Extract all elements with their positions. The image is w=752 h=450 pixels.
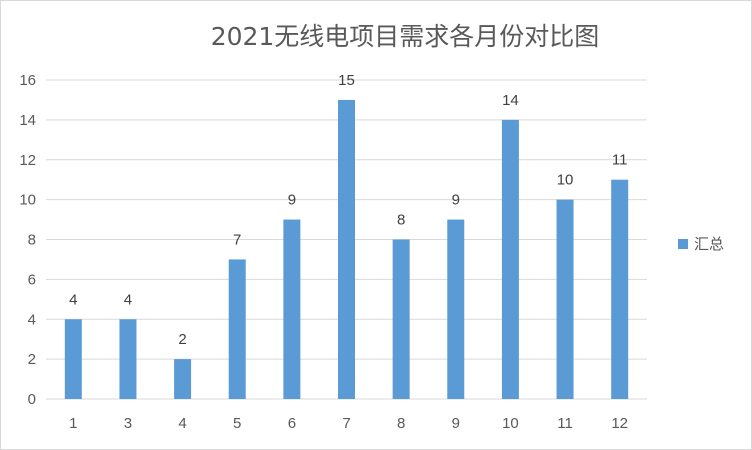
y-axis-ticks: 0 2 4 6 8 10 12 14 16 <box>19 72 36 408</box>
data-label-5: 7 <box>233 231 241 248</box>
data-label-1: 4 <box>69 291 77 308</box>
x-axis-ticks: 1 3 4 5 6 7 8 9 10 11 12 <box>69 415 628 432</box>
data-label-7: 15 <box>338 72 355 89</box>
data-label-10: 14 <box>502 92 519 109</box>
x-tick-label-4: 4 <box>178 415 186 432</box>
y-tick-label-12: 12 <box>19 152 36 169</box>
data-label-8: 8 <box>397 212 405 229</box>
data-labels: 4 4 2 7 9 15 8 9 14 10 11 <box>69 72 627 348</box>
bar-7 <box>338 99 355 399</box>
bar-3 <box>119 319 137 399</box>
data-label-9: 9 <box>452 192 460 209</box>
bar-10 <box>501 119 519 399</box>
x-tick-label-1: 1 <box>69 415 77 432</box>
bar-9 <box>447 219 465 399</box>
bars <box>64 99 629 399</box>
legend: 汇总 <box>678 235 724 253</box>
y-tick-label-10: 10 <box>19 192 36 209</box>
bar-5 <box>228 259 246 399</box>
y-tick-label-6: 6 <box>28 271 36 288</box>
legend-swatch-汇总 <box>678 239 688 249</box>
x-tick-label-7: 7 <box>342 415 350 432</box>
x-tick-label-12: 12 <box>611 415 628 432</box>
bar-8 <box>392 239 410 399</box>
x-tick-label-6: 6 <box>288 415 296 432</box>
y-tick-label-16: 16 <box>19 72 36 89</box>
x-tick-label-8: 8 <box>397 415 405 432</box>
x-tick-label-9: 9 <box>452 415 460 432</box>
bar-1 <box>64 319 82 399</box>
x-tick-label-3: 3 <box>124 415 132 432</box>
data-label-6: 9 <box>288 192 296 209</box>
y-tick-label-4: 4 <box>28 311 36 328</box>
bar-6 <box>283 219 301 399</box>
data-label-3: 4 <box>124 291 132 308</box>
x-tick-label-10: 10 <box>502 415 519 432</box>
y-tick-label-0: 0 <box>28 391 36 408</box>
x-tick-label-11: 11 <box>557 415 573 432</box>
chart-title: 2021无线电项目需求各月份对比图 <box>211 22 600 51</box>
bar-11 <box>556 199 574 399</box>
y-tick-label-2: 2 <box>28 351 36 368</box>
x-tick-label-5: 5 <box>233 415 241 432</box>
data-label-11: 10 <box>557 172 574 189</box>
bar-4 <box>174 359 192 399</box>
data-label-12: 11 <box>612 152 628 169</box>
y-tick-label-8: 8 <box>28 232 36 249</box>
y-tick-label-14: 14 <box>19 112 36 129</box>
data-label-4: 2 <box>178 331 186 348</box>
legend-label-汇总: 汇总 <box>694 235 724 253</box>
bar-12 <box>611 179 629 399</box>
